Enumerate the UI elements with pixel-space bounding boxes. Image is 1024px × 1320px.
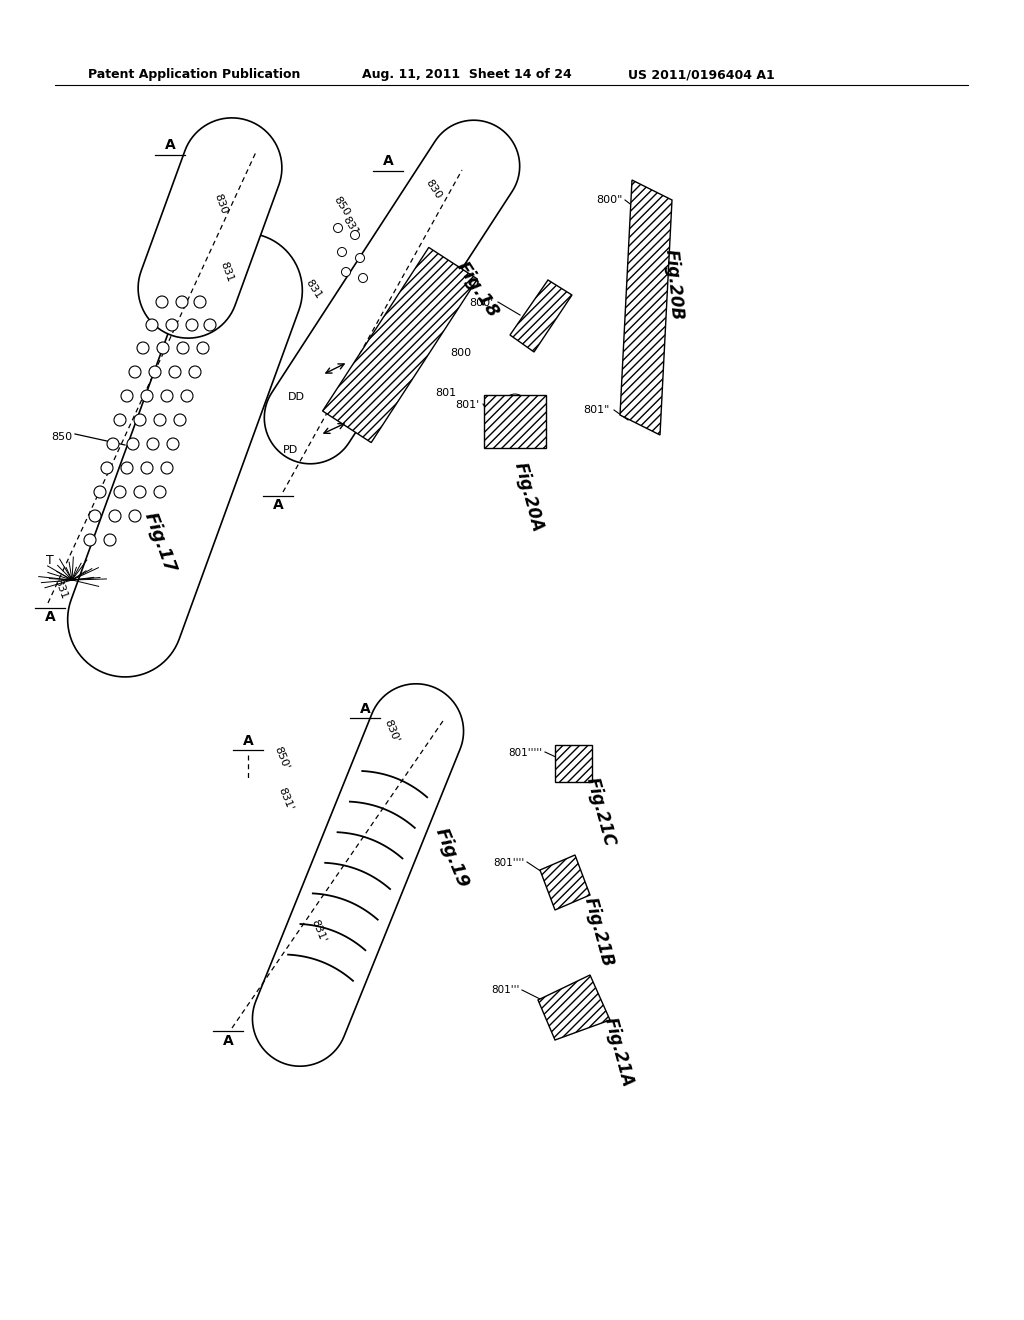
- Circle shape: [189, 366, 201, 378]
- Text: Fig.21A: Fig.21A: [601, 1015, 637, 1089]
- Text: A: A: [45, 610, 55, 624]
- Polygon shape: [538, 975, 610, 1040]
- Polygon shape: [323, 247, 477, 442]
- Circle shape: [197, 342, 209, 354]
- Text: 830': 830': [383, 718, 401, 744]
- Text: PD: PD: [283, 445, 298, 455]
- Text: Patent Application Publication: Patent Application Publication: [88, 69, 300, 81]
- Circle shape: [147, 438, 159, 450]
- Circle shape: [114, 414, 126, 426]
- Text: A: A: [165, 139, 175, 152]
- Text: 801''''': 801''''': [508, 748, 542, 758]
- Polygon shape: [484, 395, 546, 447]
- Circle shape: [169, 366, 181, 378]
- Circle shape: [334, 223, 342, 232]
- Circle shape: [114, 486, 126, 498]
- Text: 831: 831: [52, 577, 70, 601]
- Text: Fig.21C: Fig.21C: [583, 775, 618, 849]
- Text: 831': 831': [309, 917, 328, 944]
- Text: 801'''': 801'''': [494, 858, 525, 869]
- Text: Fig.20A: Fig.20A: [511, 459, 547, 533]
- Circle shape: [129, 510, 141, 521]
- Text: US 2011/0196404 A1: US 2011/0196404 A1: [628, 69, 775, 81]
- Circle shape: [358, 273, 368, 282]
- Polygon shape: [138, 117, 282, 338]
- Polygon shape: [68, 234, 302, 677]
- Text: 831: 831: [218, 260, 236, 284]
- Text: Fig.19: Fig.19: [431, 825, 472, 890]
- Circle shape: [121, 389, 133, 403]
- Text: 830: 830: [424, 178, 443, 201]
- Text: A: A: [243, 734, 253, 748]
- Polygon shape: [540, 855, 590, 909]
- Circle shape: [104, 535, 116, 546]
- Text: 801": 801": [584, 405, 610, 414]
- Text: 830: 830: [213, 191, 229, 215]
- Polygon shape: [620, 180, 672, 436]
- Text: 831: 831: [303, 277, 323, 301]
- Text: Fig.20B: Fig.20B: [663, 248, 686, 321]
- Text: A: A: [272, 498, 284, 512]
- Circle shape: [156, 296, 168, 308]
- Circle shape: [341, 268, 350, 276]
- Circle shape: [194, 296, 206, 308]
- Circle shape: [176, 296, 188, 308]
- Circle shape: [101, 462, 113, 474]
- Text: 850': 850': [272, 744, 291, 771]
- Text: 800": 800": [597, 195, 623, 205]
- Text: 850: 850: [332, 195, 351, 218]
- Circle shape: [150, 366, 161, 378]
- Text: Fig.17: Fig.17: [141, 510, 179, 576]
- Circle shape: [109, 510, 121, 521]
- Circle shape: [127, 438, 139, 450]
- Text: 800': 800': [469, 298, 493, 308]
- Circle shape: [121, 462, 133, 474]
- Circle shape: [89, 510, 101, 521]
- Circle shape: [141, 462, 153, 474]
- Circle shape: [137, 342, 150, 354]
- Text: DD: DD: [288, 392, 305, 403]
- Circle shape: [181, 389, 193, 403]
- Text: Fig.18: Fig.18: [453, 257, 503, 321]
- Circle shape: [94, 486, 106, 498]
- Text: 801: 801: [435, 388, 456, 399]
- Text: Aug. 11, 2011  Sheet 14 of 24: Aug. 11, 2011 Sheet 14 of 24: [362, 69, 571, 81]
- Circle shape: [186, 319, 198, 331]
- Circle shape: [204, 319, 216, 331]
- Text: 831': 831': [276, 785, 295, 812]
- Polygon shape: [253, 684, 464, 1067]
- Circle shape: [134, 486, 146, 498]
- Text: 850: 850: [51, 432, 72, 442]
- Circle shape: [146, 319, 158, 331]
- Text: A: A: [222, 1034, 233, 1048]
- Circle shape: [157, 342, 169, 354]
- Circle shape: [177, 342, 189, 354]
- Circle shape: [134, 414, 146, 426]
- Circle shape: [174, 414, 186, 426]
- Text: T: T: [46, 553, 54, 566]
- Circle shape: [350, 231, 359, 239]
- Circle shape: [154, 486, 166, 498]
- Circle shape: [161, 389, 173, 403]
- Circle shape: [161, 462, 173, 474]
- Text: A: A: [383, 154, 393, 168]
- Polygon shape: [264, 120, 520, 463]
- Circle shape: [338, 248, 346, 256]
- Circle shape: [84, 535, 96, 546]
- Polygon shape: [555, 744, 592, 781]
- Text: 831: 831: [340, 214, 360, 238]
- Circle shape: [154, 414, 166, 426]
- Text: 801': 801': [456, 400, 480, 411]
- Circle shape: [106, 438, 119, 450]
- Text: Fig.21B: Fig.21B: [581, 895, 616, 969]
- Text: 801''': 801''': [492, 985, 520, 995]
- Circle shape: [167, 438, 179, 450]
- Polygon shape: [510, 280, 572, 352]
- Text: A: A: [359, 702, 371, 715]
- Text: 800: 800: [450, 348, 471, 358]
- Circle shape: [166, 319, 178, 331]
- Circle shape: [141, 389, 153, 403]
- Circle shape: [355, 253, 365, 263]
- Circle shape: [129, 366, 141, 378]
